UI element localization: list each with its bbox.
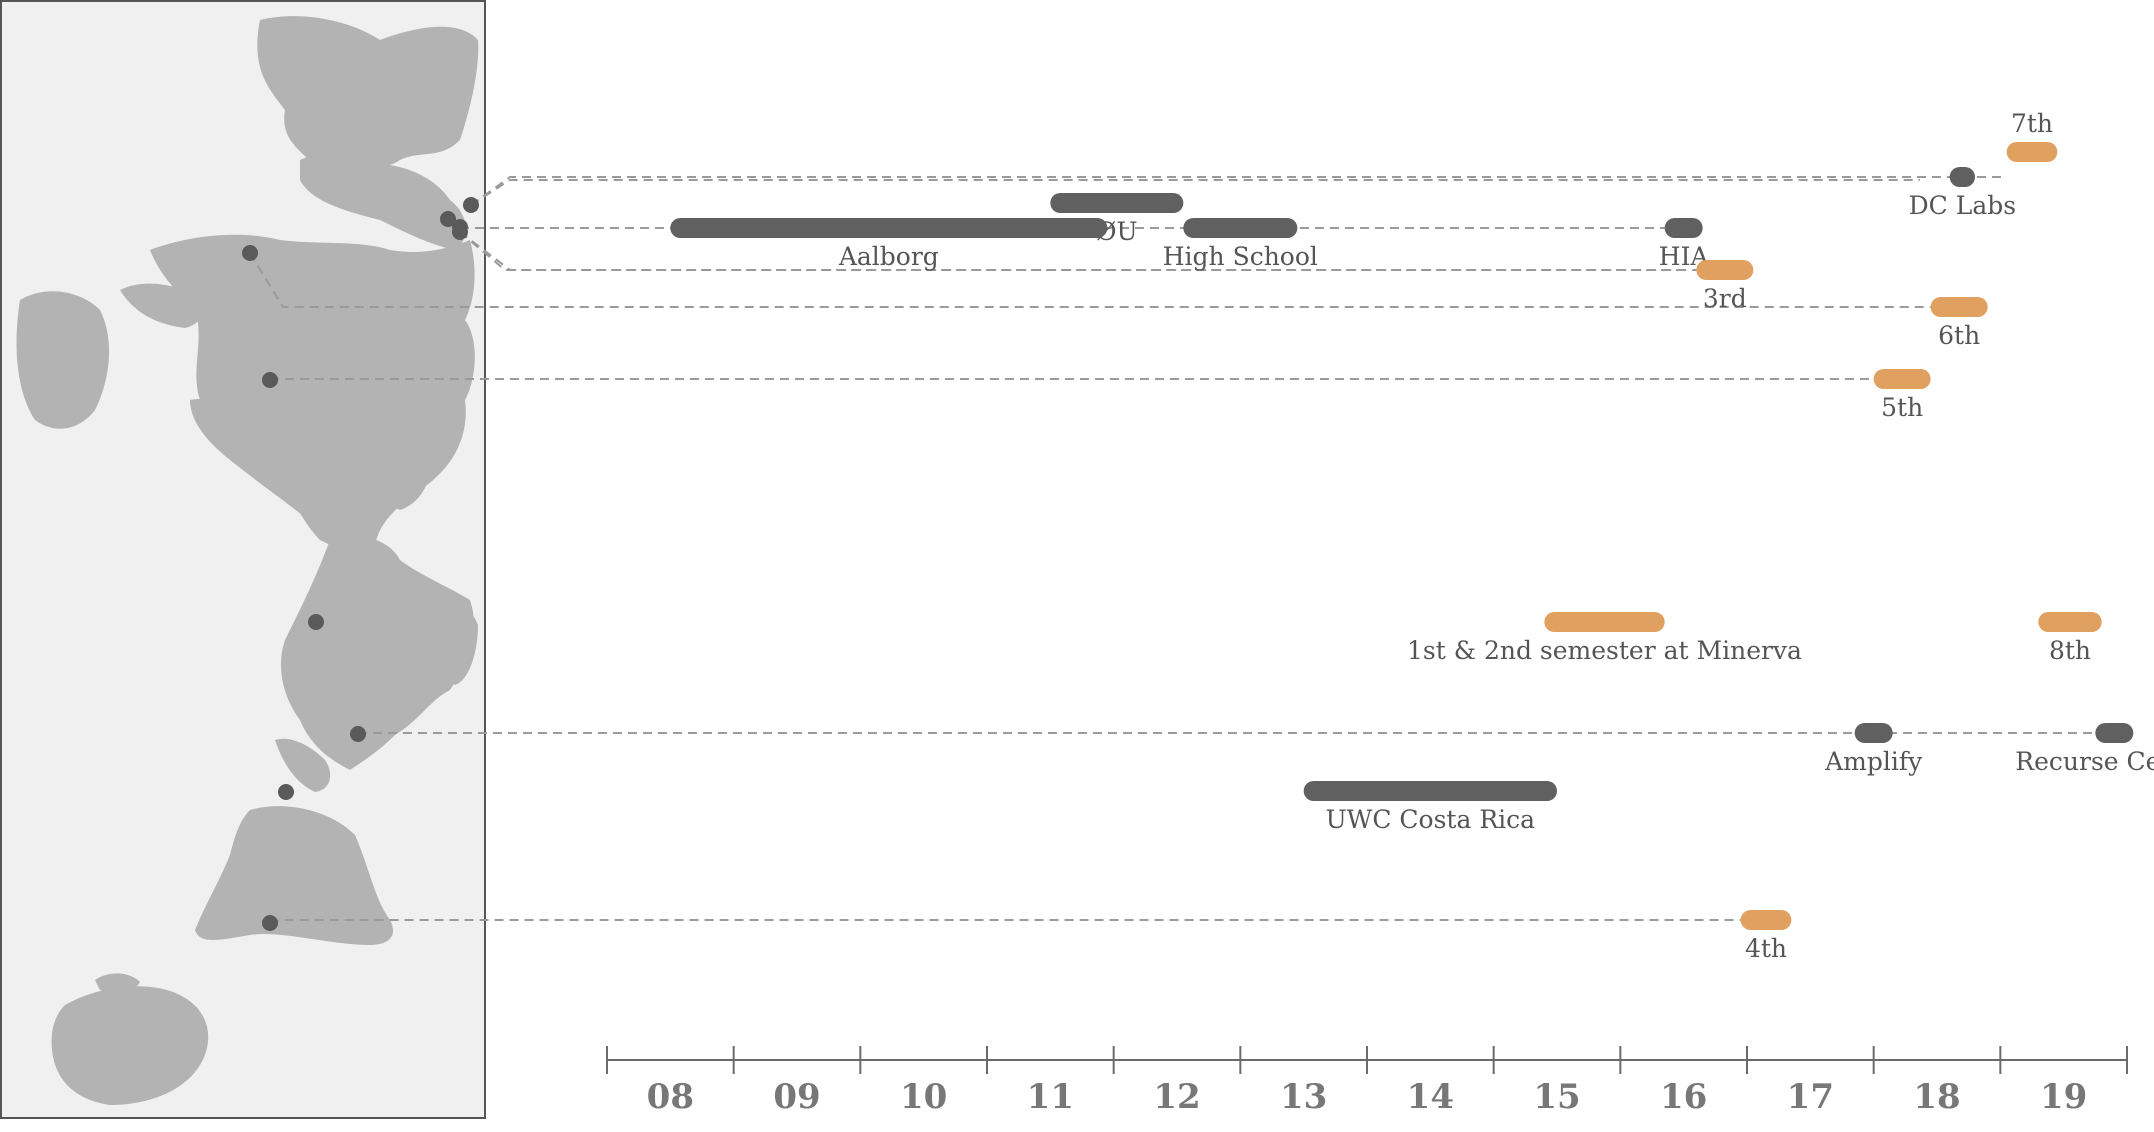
- landmasses: [16, 16, 479, 1105]
- bar-6th: [1930, 297, 1988, 317]
- indonesia-landmass: [120, 283, 203, 328]
- bar-aalborg: [670, 218, 1108, 238]
- year-label-16: 16: [1660, 1077, 1707, 1117]
- bar-label-amplify: Amplify: [1824, 747, 1923, 776]
- antarctica-landmass: [51, 986, 209, 1105]
- place-dot-aalborg-region-2: [440, 211, 456, 227]
- connector-hyderabad: [269, 378, 1874, 381]
- antarctic-islands-landmass: [95, 973, 140, 993]
- year-label-13: 13: [1280, 1077, 1327, 1117]
- place-dot-buenos-aires: [262, 915, 278, 931]
- year-label-18: 18: [1913, 1077, 1960, 1117]
- bar-high-school: [1183, 218, 1298, 238]
- place-dot-new-york: [350, 726, 366, 742]
- year-label-14: 14: [1407, 1077, 1454, 1117]
- bar-7th: [2006, 142, 2058, 162]
- bar-hia: [1664, 218, 1703, 238]
- east-asia-landmass: [190, 399, 341, 527]
- bar-label-1st-2nd-semester-at-minerva: 1st & 2nd semester at Minerva: [1407, 636, 1802, 665]
- bar-8th: [2038, 612, 2102, 632]
- australia-landmass: [16, 291, 110, 429]
- bar-øu: [1050, 193, 1184, 213]
- bar-5th: [1873, 369, 1931, 389]
- bar-dc-labs: [1949, 167, 1975, 187]
- place-dot-costa-rica: [278, 784, 294, 800]
- place-dot-seoul: [242, 245, 258, 261]
- connector-new-york: [357, 732, 2096, 735]
- map-frame: [0, 0, 486, 1119]
- bar-label-dc-labs: DC Labs: [1909, 191, 2016, 220]
- place-dot-hyderabad: [262, 372, 278, 388]
- year-axis: 08 09 10 11 12 13 14 15 16 17 18 19: [606, 1046, 2128, 1117]
- north-america-landmass: [280, 536, 474, 770]
- bar-label-3rd: 3rd: [1703, 284, 1747, 313]
- year-label-08: 08: [647, 1077, 694, 1117]
- south-asia-landmass: [328, 380, 431, 510]
- year-label-11: 11: [1027, 1077, 1074, 1117]
- bar-label-7th: 7th: [2011, 109, 2053, 138]
- bar-label-high-school: High School: [1163, 242, 1318, 271]
- bar-label-8th: 8th: [2049, 636, 2091, 665]
- bar-label-recurse-center: Recurse Center: [2015, 747, 2154, 776]
- connector-buenos-aires: [269, 919, 1741, 924]
- bar-4th: [1740, 910, 1792, 930]
- bar-1st-2nd-semester-at-minerva: [1544, 612, 1665, 632]
- africa-landmass: [257, 16, 479, 171]
- central-america-landmass: [275, 738, 331, 792]
- bar-3rd: [1696, 260, 1754, 280]
- south-america-landmass: [195, 806, 394, 945]
- year-label-15: 15: [1533, 1077, 1580, 1117]
- place-dots: [242, 197, 479, 931]
- year-label-19: 19: [2040, 1077, 2087, 1117]
- connector-lines: [249, 176, 2096, 924]
- year-label-09: 09: [773, 1077, 820, 1117]
- connector-berlin-bottom: [459, 231, 1690, 271]
- year-label-10: 10: [900, 1077, 947, 1117]
- year-label-17: 17: [1787, 1077, 1834, 1117]
- year-label-12: 12: [1153, 1077, 1200, 1117]
- bar-label-6th: 6th: [1938, 321, 1980, 350]
- bar-recurse-center: [2095, 723, 2134, 743]
- place-dot-berlin: [452, 224, 468, 240]
- connector-copenhagen-top: [470, 179, 1920, 206]
- world-map: [0, 0, 486, 1119]
- bar-uwc-costa-rica: [1303, 781, 1557, 801]
- connector-seoul: [249, 252, 1931, 308]
- place-dot-san-francisco: [308, 614, 324, 630]
- greenland-landmass: [434, 598, 478, 685]
- bar-label-uwc-costa-rica: UWC Costa Rica: [1326, 805, 1536, 834]
- place-dot-copenhagen: [463, 197, 479, 213]
- bar-label-aalborg: Aalborg: [838, 242, 939, 271]
- connector-copenhagen: [470, 176, 2007, 206]
- bar-label-4th: 4th: [1745, 934, 1787, 963]
- bar-label-5th: 5th: [1881, 393, 1923, 422]
- bar-amplify: [1854, 723, 1893, 743]
- arabia-landmass: [300, 154, 466, 250]
